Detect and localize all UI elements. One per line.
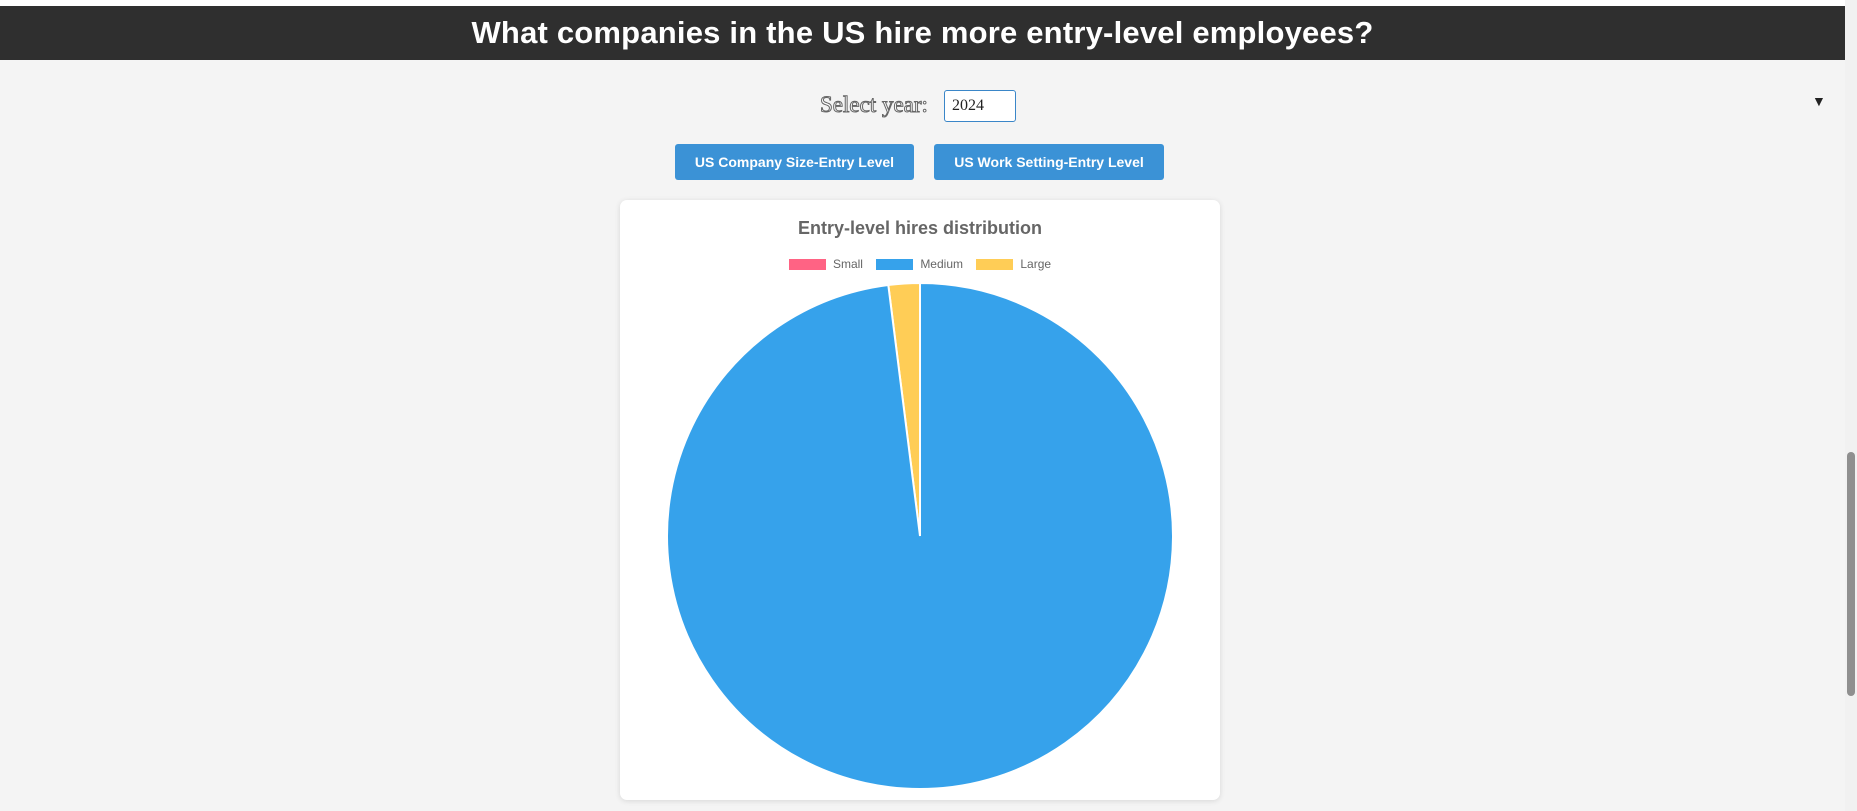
- scrollbar[interactable]: [1845, 0, 1857, 811]
- chart-card: Entry-level hires distribution Small Med…: [620, 200, 1220, 800]
- page-title: What companies in the US hire more entry…: [471, 15, 1374, 50]
- chart-legend: Small Medium Large: [620, 257, 1220, 273]
- year-label: Select year:: [820, 92, 929, 118]
- page-header: What companies in the US hire more entry…: [0, 6, 1845, 60]
- legend-label-small: Small: [832, 257, 863, 271]
- legend-label-large: Large: [1020, 257, 1052, 271]
- legend-item-medium[interactable]: Medium: [876, 257, 963, 271]
- pie-slice-medium[interactable]: [666, 281, 1174, 790]
- dropdown-arrow-icon[interactable]: ▼: [1812, 93, 1826, 109]
- year-selector-row: Select year: 2024 ▼: [0, 89, 1845, 125]
- legend-label-medium: Medium: [920, 257, 963, 271]
- pie-chart: [666, 281, 1174, 790]
- work-setting-button[interactable]: US Work Setting-Entry Level: [934, 144, 1164, 180]
- legend-item-small[interactable]: Small: [788, 257, 863, 271]
- legend-item-large[interactable]: Large: [976, 257, 1051, 271]
- scrollbar-thumb[interactable]: [1847, 452, 1855, 696]
- company-size-button[interactable]: US Company Size-Entry Level: [675, 144, 914, 180]
- top-strip: [0, 0, 1845, 6]
- legend-swatch-medium: [876, 258, 914, 270]
- legend-swatch-small: [788, 258, 826, 270]
- chart-title: Entry-level hires distribution: [797, 218, 1043, 238]
- legend-swatch-large: [976, 258, 1014, 270]
- year-select[interactable]: 2024: [944, 90, 1016, 122]
